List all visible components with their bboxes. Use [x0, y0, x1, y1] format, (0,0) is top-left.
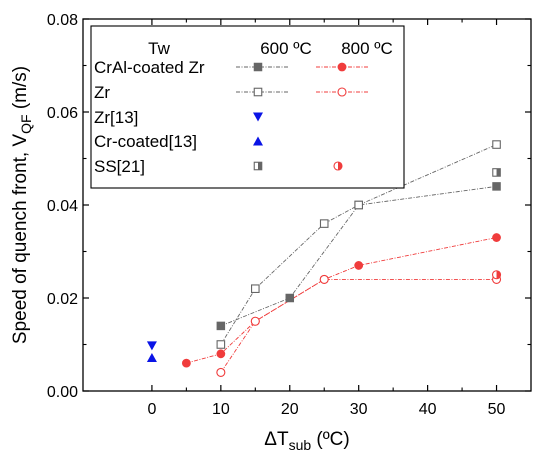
series-line-cral-coated-zr-600-c — [220, 185, 497, 327]
data-point-cral-coated-zr-600-c — [285, 293, 295, 303]
y-tick-label: 0.02 — [47, 291, 78, 308]
x-tick-label: 0 — [147, 401, 156, 418]
data-point-zr-800-c — [216, 367, 226, 377]
legend-marker-zr-13 — [253, 112, 263, 122]
x-tick-label: 30 — [350, 401, 368, 418]
legend-box — [90, 25, 405, 189]
y-axis-label: Speed of quench front, VQF (m/s) — [10, 66, 34, 344]
data-point-cral-coated-zr-600-c — [216, 321, 226, 331]
data-point-zr-600-c — [492, 140, 501, 149]
y-tick-label: 0.04 — [47, 198, 78, 215]
legend-header-800: 800 ºC — [341, 39, 393, 58]
y-tick-label: 0.08 — [47, 12, 78, 29]
data-point-cr-coated-13 — [146, 353, 157, 363]
legend-label-cr-coated-13: Cr-coated[13] — [94, 132, 197, 151]
data-point-zr-600-c — [251, 284, 260, 294]
series-line-zr-800-c — [220, 278, 497, 373]
data-point-cral-coated-zr-800-c — [216, 349, 226, 359]
legend-marker-zr — [337, 87, 347, 97]
data-point-zr-600-c — [319, 219, 329, 228]
legend: Tw 600 ºC 800 ºC CrAl-coated Zr Zr Zr[13] Cr-c… — [90, 25, 405, 189]
axis-labels: ΔTsub (ºC) Speed of quench front, VQF (m/… — [10, 66, 350, 453]
series-line-cral-coated-zr-800-c — [186, 237, 497, 364]
data-point-ss-21-800-c — [491, 270, 502, 280]
legend-header-label: Tw — [148, 39, 170, 58]
x-tick-label: 10 — [212, 401, 230, 418]
legend-marker-ss-21 — [333, 161, 343, 171]
data-point-cral-coated-zr-800-c — [181, 358, 191, 368]
data-point-zr-600-c — [216, 340, 226, 349]
x-tick-label: 40 — [419, 401, 437, 418]
data-points — [146, 140, 502, 377]
axes: 0 10 20 30 40 50 0.00 0.02 0.04 0.06 0.08 — [47, 12, 532, 418]
legend-label-cral-coated-zr: CrAl-coated Zr — [94, 58, 205, 77]
data-point-ss-21-600-c — [492, 168, 501, 177]
legend-label-zr-13: Zr[13] — [94, 108, 138, 127]
data-point-zr-800-c — [250, 316, 260, 326]
legend-label-ss-21: SS[21] — [94, 157, 145, 176]
x-tick-label: 50 — [488, 401, 506, 418]
data-point-cral-coated-zr-800-c — [492, 233, 501, 242]
legend-label-zr: Zr — [94, 83, 110, 102]
legend-header-600: 600 ºC — [260, 39, 312, 58]
x-axis-label: ΔTsub (ºC) — [264, 429, 349, 453]
data-point-zr-800-c — [319, 274, 329, 284]
x-tick-label: 20 — [281, 401, 299, 418]
legend-marker-cral-coated-zr — [337, 62, 347, 72]
legend-marker-ss-21 — [253, 161, 263, 171]
data-point-zr-13 — [146, 341, 157, 351]
data-point-zr-600-c — [354, 200, 363, 210]
y-tick-label: 0.00 — [47, 384, 78, 401]
legend-marker-zr — [253, 87, 263, 97]
legend-marker-cral-coated-zr — [253, 62, 263, 72]
data-point-cral-coated-zr-600-c — [492, 182, 501, 191]
y-tick-label: 0.06 — [47, 105, 78, 122]
data-point-cral-coated-zr-800-c — [354, 261, 364, 270]
legend-marker-cr-coated-13 — [253, 136, 263, 146]
